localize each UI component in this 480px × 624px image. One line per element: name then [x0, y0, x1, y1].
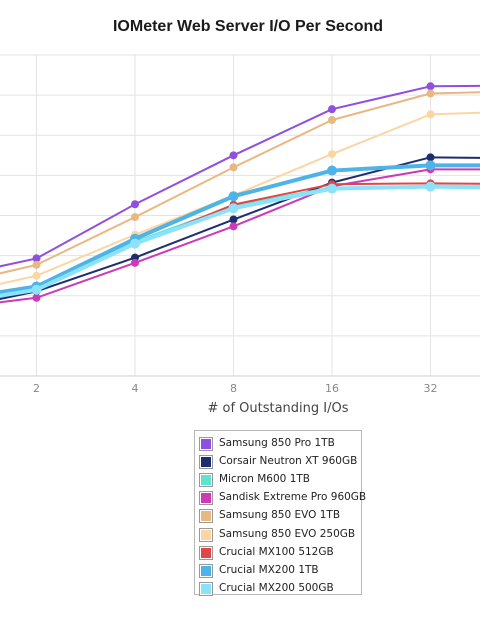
legend-item[interactable]: Micron M600 1TB: [199, 472, 360, 488]
data-point: [327, 165, 337, 176]
legend: Samsung 850 Pro 1TB Corsair Neutron XT 96…: [194, 430, 366, 597]
legend-label: Samsung 850 EVO 250GB: [219, 527, 356, 540]
legend-label: Sandisk Extreme Pro 960GB: [219, 491, 367, 504]
legend-item[interactable]: Samsung 850 EVO 250GB: [199, 527, 360, 543]
legend-swatch: [199, 455, 213, 470]
data-point: [426, 153, 435, 162]
legend-label: Corsair Neutron XT 960GB: [219, 455, 358, 468]
chart-title: IOMeter Web Server I/O Per Second: [112, 18, 384, 35]
data-point: [31, 284, 42, 295]
legend-item[interactable]: Corsair Neutron XT 960GB: [199, 454, 360, 470]
data-point: [229, 215, 238, 224]
data-point: [228, 191, 239, 202]
legend-swatch: [199, 473, 213, 488]
legend-swatch: [199, 491, 213, 506]
legend-item[interactable]: Samsung 850 EVO 1TB: [199, 508, 360, 524]
series-line: [0, 91, 480, 275]
data-point: [32, 254, 41, 263]
legend-swatch: [199, 545, 213, 560]
data-point: [328, 116, 336, 125]
legend-item[interactable]: Crucial MX200 1TB: [199, 563, 360, 579]
data-point: [328, 105, 336, 114]
legend-swatch: [199, 527, 213, 542]
plot-area: 2 4 8 16 32: [0, 54, 480, 395]
data-point: [32, 260, 41, 269]
legend-label: Samsung 850 Pro 1TB: [219, 437, 335, 449]
data-point: [229, 163, 238, 172]
data-point: [426, 110, 435, 119]
legend-item[interactable]: Sandisk Extreme Pro 960GB: [199, 490, 366, 506]
x-axis-label: # of Outstanding I/Os: [207, 401, 349, 416]
legend-swatch: [199, 437, 213, 451]
data-point: [228, 203, 239, 214]
legend-label: Samsung 850 EVO 1TB: [219, 509, 341, 522]
x-tick-label: 8: [230, 382, 237, 395]
legend-item[interactable]: Crucial MX100 512GB: [199, 545, 360, 561]
data-point: [327, 183, 337, 194]
legend-item[interactable]: Crucial MX200 500GB: [199, 581, 360, 597]
data-point: [131, 213, 139, 222]
legend-item[interactable]: Samsung 850 Pro 1TB: [199, 436, 360, 452]
x-tick-label: 4: [132, 382, 139, 395]
legend-swatch: [199, 509, 213, 524]
data-point: [130, 238, 140, 249]
data-point: [426, 82, 435, 91]
x-tick-label: 16: [325, 382, 339, 395]
legend-swatch: [199, 581, 213, 596]
legend-label: Crucial MX200 1TB: [219, 563, 319, 576]
legend-label: Crucial MX200 500GB: [219, 581, 334, 594]
data-point: [32, 293, 41, 302]
legend-swatch: [199, 563, 213, 578]
data-point: [229, 151, 238, 160]
data-point: [425, 181, 436, 192]
legend-label: Micron M600 1TB: [219, 473, 310, 486]
legend-label: Crucial MX100 512GB: [219, 545, 334, 558]
x-tick-label: 32: [424, 382, 438, 395]
data-point: [425, 160, 436, 171]
data-point: [131, 258, 139, 267]
data-point: [229, 222, 238, 231]
data-point: [131, 200, 139, 209]
x-tick-label: 2: [33, 382, 40, 395]
data-point: [328, 150, 336, 159]
data-point: [32, 271, 41, 280]
data-point: [426, 89, 435, 98]
series-line: [0, 156, 480, 300]
